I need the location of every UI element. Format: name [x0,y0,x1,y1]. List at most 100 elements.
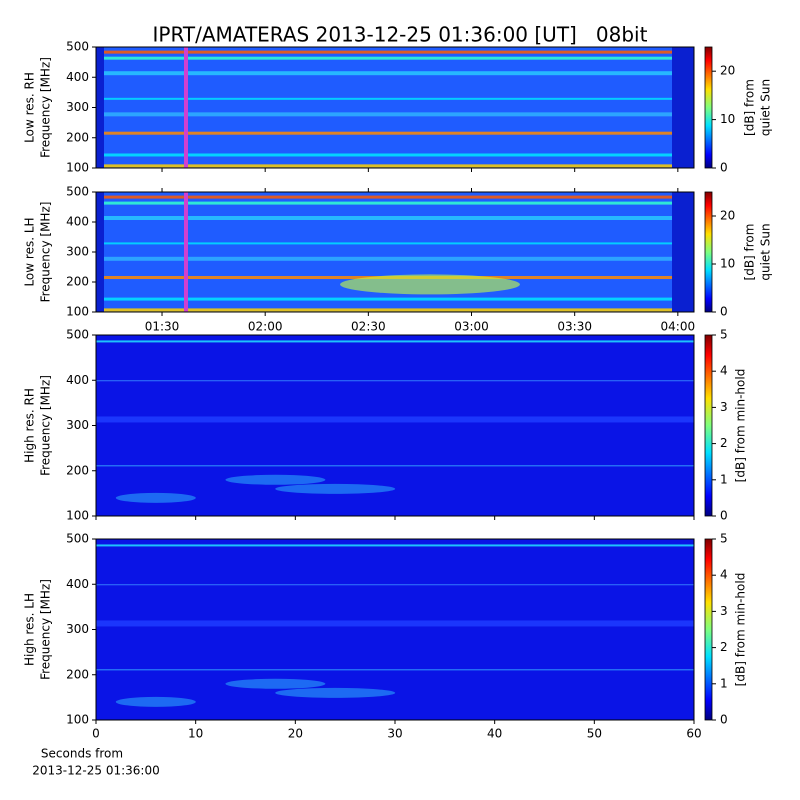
colorbar-tick-label: 0 [720,305,728,319]
y-tick-label: 300 [66,245,89,259]
spectrogram-band [96,192,104,312]
spectrogram-band [96,340,694,343]
colorbar-label: quiet Sun [759,79,773,136]
y-tick-label: 300 [66,418,89,432]
x-tick-label: 03:30 [557,320,592,334]
colorbar-tick-label: 0 [720,161,728,175]
spectrogram-burst [225,678,326,689]
y-tick-label: 400 [66,70,89,84]
y-tick-label: 100 [66,161,89,175]
spectrogram-band [96,153,694,157]
colorbar-tick-label: 0 [720,509,728,523]
spectrogram-band [96,620,694,627]
spectrogram-gap [184,47,188,168]
x-tick-label: 04:00 [661,320,696,334]
spectrogram-burst [115,492,196,503]
y-tick-label: 400 [66,577,89,591]
y-axis-label: High res. RH [23,388,37,463]
y-tick-label: 200 [66,463,89,477]
x-tick-label: 60 [686,727,701,741]
spectrogram-band [96,71,694,76]
colorbar-label: quiet Sun [759,223,773,280]
spectrogram-band [96,256,694,261]
y-axis-label: Frequency [MHz] [39,57,53,158]
colorbar-label: [dB] from min-hold [734,573,748,687]
spectrogram-band [96,465,694,467]
spectrogram-band [96,380,694,382]
x-tick-label: 02:00 [248,320,283,334]
x-tick-label: 50 [587,727,602,741]
y-axis-label: Low res. RH [23,72,37,143]
colorbar-label: [dB] from [743,79,757,136]
colorbar-tick-label: 1 [720,676,728,690]
spectrogram-band [96,201,694,205]
x-tick-label: 03:00 [454,320,489,334]
spectrogram-band [96,47,104,168]
y-axis-label: Frequency [MHz] [39,375,53,476]
colorbar-tick-label: 20 [720,209,735,223]
colorbar [704,538,713,721]
spectrogram-band [96,50,694,54]
colorbar-label: [dB] from [743,224,757,281]
spectrogram-band [96,669,694,671]
colorbar-tick-label: 10 [720,257,735,271]
y-tick-label: 200 [66,130,89,144]
x-tick-label: 10 [188,727,203,741]
colorbar-label: [dB] from min-hold [734,369,748,483]
spectrogram-band [96,308,694,312]
y-tick-label: 100 [66,305,89,319]
x-tick-label: 30 [387,727,402,741]
y-tick-label: 500 [66,185,89,199]
x-tick-label: 20 [288,727,303,741]
spectrogram-burst [115,696,196,707]
spectrogram-burst [275,687,396,698]
x-tick-label: 40 [487,727,502,741]
y-tick-label: 500 [66,328,89,342]
y-axis-label: Low res. LH [23,217,37,286]
y-tick-label: 500 [66,40,89,54]
y-tick-label: 100 [66,509,89,523]
colorbar-tick-label: 4 [720,568,728,582]
colorbar-tick-label: 2 [720,640,728,654]
colorbar [704,46,713,169]
spectrogram-gap [184,192,188,312]
colorbar-tick-label: 5 [720,532,728,546]
spectrogram-band [96,544,694,547]
spectrogram-band [672,192,694,312]
colorbar-tick-label: 20 [720,64,735,78]
y-tick-label: 200 [66,667,89,681]
x-tick-label: 0 [92,727,100,741]
y-tick-label: 400 [66,373,89,387]
y-tick-label: 200 [66,275,89,289]
y-tick-label: 500 [66,532,89,546]
x-axis-label: Seconds from [41,747,123,761]
colorbar-tick-label: 3 [720,604,728,618]
colorbar-tick-label: 3 [720,400,728,414]
colorbar-tick-label: 10 [720,112,735,126]
spectrogram-background [96,335,694,516]
y-tick-label: 100 [66,713,89,727]
chart-title: IPRT/AMATERAS 2013-12-25 01:36:00 [UT] 0… [153,23,648,47]
spectrogram-background [96,539,694,720]
colorbar-tick-label: 0 [720,713,728,727]
colorbar-tick-label: 1 [720,472,728,486]
spectrogram-burst [340,274,520,295]
spectrogram-background [96,47,694,168]
y-axis-label: Frequency [MHz] [39,579,53,680]
colorbar [704,191,713,313]
spectrogram-band [96,164,694,168]
spectrogram-band [96,584,694,586]
y-tick-label: 300 [66,622,89,636]
spectrogram-band [96,416,694,423]
y-axis-label: Frequency [MHz] [39,202,53,303]
colorbar [704,334,713,517]
colorbar-tick-label: 4 [720,364,728,378]
spectrogram-band [96,97,694,100]
spectrogram-band [672,47,694,168]
spectrogram-band [96,131,694,135]
x-tick-label: 01:30 [145,320,180,334]
spectrogram-burst [275,483,396,494]
spectrogram-band [96,112,694,117]
y-axis-label: High res. LH [23,593,37,666]
